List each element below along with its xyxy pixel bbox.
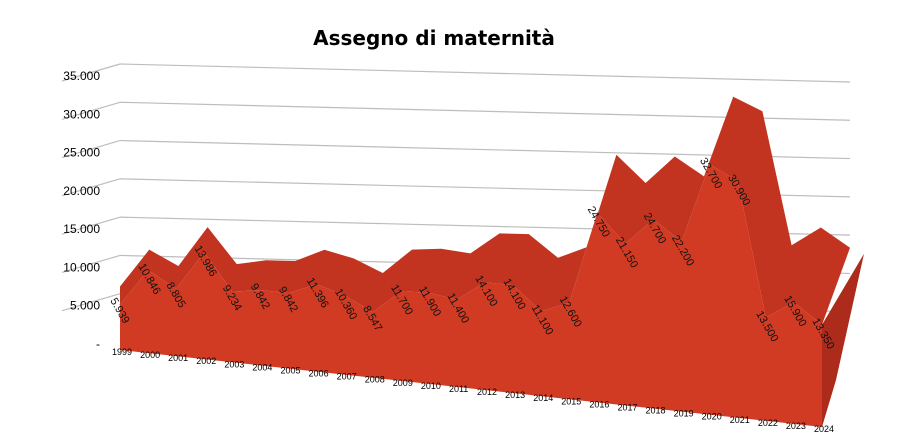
area-series [119, 96, 864, 427]
data-point-2005 [287, 292, 289, 294]
gridline-side [61, 254, 121, 274]
data-point-2018 [653, 218, 655, 220]
x-tick-label: 2009 [393, 378, 413, 388]
y-axis-ticks: - 5.000 10.000 15.000 20.000 25.000 30.000 35.0… [63, 69, 100, 351]
x-tick-label: 2021 [730, 415, 750, 425]
x-tick-label: 2000 [140, 350, 160, 360]
y-tick-label: 25.000 [63, 146, 100, 160]
x-tick-label: 2017 [617, 402, 637, 412]
x-tick-label: 2003 [224, 359, 244, 369]
x-tick-label: 2018 [646, 406, 666, 416]
y-tick-label: 10.000 [63, 260, 100, 274]
x-tick-label: 1999 [112, 347, 132, 357]
y-tick-label: 30.000 [63, 107, 100, 121]
gridline-side [61, 293, 121, 312]
x-tick-label: 2022 [758, 418, 778, 428]
x-tick-label: 2006 [309, 369, 329, 379]
x-tick-label: 2016 [589, 399, 609, 409]
x-tick-label: 2010 [421, 381, 441, 391]
y-tick-label: 5.000 [70, 299, 100, 313]
data-point-2003 [231, 291, 233, 293]
x-tick-label: 2014 [533, 393, 553, 403]
data-point-2001 [175, 288, 177, 290]
x-tick-label: 2007 [337, 372, 357, 382]
area-top-surface [120, 96, 850, 325]
data-point-2010 [428, 292, 430, 294]
x-tick-label: 2004 [252, 362, 272, 372]
gridline-side [61, 178, 121, 197]
y-tick-label: - [96, 337, 100, 351]
x-tick-label: 2013 [505, 390, 525, 400]
data-point-2004 [259, 289, 261, 291]
data-point-2002 [203, 251, 205, 253]
data-point-2023 [793, 301, 795, 303]
area-front-face [120, 164, 822, 427]
data-point-2024 [821, 324, 823, 326]
data-point-2008 [372, 311, 374, 313]
data-point-2016 [596, 212, 598, 214]
x-tick-label: 2001 [168, 353, 188, 363]
gridlines [61, 63, 851, 313]
x-tick-label: 2011 [449, 384, 468, 394]
gridline-side [61, 63, 121, 82]
gridline-side [61, 139, 121, 159]
x-tick-label: 2015 [561, 396, 581, 406]
x-tick-label: 2008 [365, 375, 385, 385]
data-point-2019 [681, 241, 683, 243]
area-side-face [822, 253, 864, 427]
data-point-2007 [344, 294, 346, 296]
data-point-2009 [400, 290, 402, 292]
data-point-2022 [765, 316, 767, 318]
data-point-2012 [484, 281, 486, 283]
gridline [119, 63, 851, 83]
data-point-2015 [568, 302, 570, 304]
data-point-2017 [624, 242, 626, 244]
chart-title: Assegno di maternità [313, 26, 555, 50]
data-point-2013 [512, 284, 514, 286]
data-point-2021 [737, 180, 739, 182]
data-point-2011 [456, 299, 458, 301]
data-point-2014 [540, 310, 542, 312]
x-tick-label: 2019 [674, 409, 694, 419]
data-point-2020 [709, 163, 711, 165]
gridline-side [61, 101, 121, 120]
x-tick-label: 2012 [477, 387, 497, 397]
data-point-2006 [316, 283, 318, 285]
y-tick-label: 20.000 [63, 184, 100, 198]
data-point-1999 [119, 304, 121, 306]
gridline-side [61, 216, 121, 235]
x-tick-label: 2024 [814, 424, 834, 434]
data-point-2000 [147, 269, 149, 271]
x-tick-label: 2020 [702, 412, 722, 422]
x-tick-label: 2005 [280, 365, 300, 375]
y-tick-label: 15.000 [63, 222, 100, 236]
x-axis-ticks: 1999 2000 2001 2002 2003 2004 2005 2006 2007 2008… [112, 347, 834, 434]
y-tick-label: 35.000 [63, 69, 100, 83]
x-tick-label: 2002 [196, 356, 216, 366]
x-tick-label: 2023 [786, 421, 806, 431]
